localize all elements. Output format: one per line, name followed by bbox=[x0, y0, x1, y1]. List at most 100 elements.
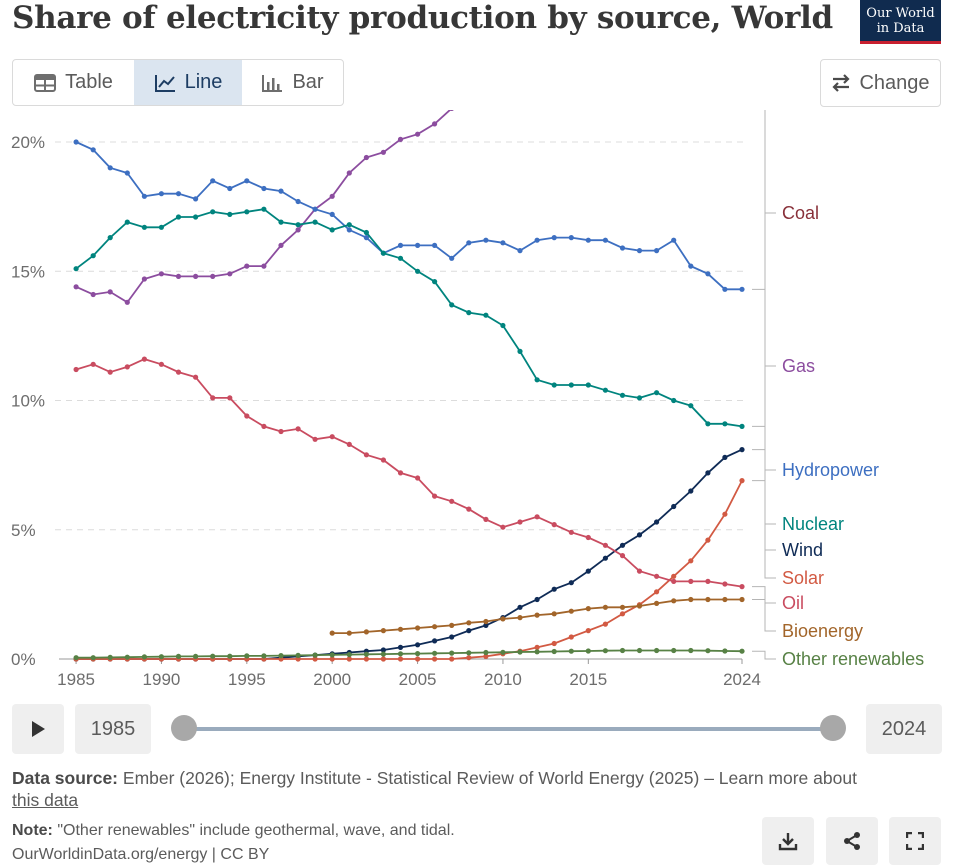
bar-chart-icon bbox=[262, 74, 283, 92]
data-point bbox=[312, 656, 318, 662]
share-icon bbox=[844, 832, 860, 850]
series-label: Wind bbox=[782, 540, 823, 560]
data-point bbox=[107, 235, 113, 241]
data-point bbox=[397, 656, 404, 662]
data-point bbox=[432, 656, 438, 662]
download-button[interactable] bbox=[762, 817, 814, 865]
data-point bbox=[346, 227, 352, 233]
data-source: Data source: Ember (2026); Energy Instit… bbox=[12, 767, 942, 811]
series-line-solar bbox=[76, 480, 743, 660]
data-point bbox=[175, 191, 182, 197]
credit-line[interactable]: OurWorldinData.org/energy | CC BY bbox=[12, 846, 270, 863]
data-point bbox=[449, 634, 455, 640]
data-point bbox=[636, 248, 643, 254]
series-line-hydropower bbox=[75, 141, 742, 291]
data-point bbox=[500, 649, 506, 655]
timeline-end-year[interactable]: 2024 bbox=[866, 704, 942, 754]
data-point bbox=[500, 616, 506, 622]
data-point bbox=[585, 568, 591, 574]
data-point bbox=[380, 656, 386, 662]
data-point bbox=[449, 498, 455, 504]
data-point bbox=[124, 170, 130, 176]
tab-bar-label: Bar bbox=[292, 71, 324, 93]
data-point bbox=[551, 648, 557, 655]
data-point bbox=[141, 654, 147, 660]
data-point bbox=[654, 248, 660, 254]
data-point bbox=[517, 348, 523, 354]
data-point bbox=[688, 403, 694, 409]
timeline-start-handle[interactable] bbox=[171, 715, 197, 741]
data-point bbox=[722, 421, 728, 427]
data-point bbox=[415, 242, 421, 248]
data-point bbox=[585, 628, 591, 634]
change-button[interactable]: Change bbox=[820, 59, 941, 107]
page-title: Share of electricity production by sourc… bbox=[12, 0, 833, 36]
data-point bbox=[466, 310, 472, 316]
y-tick-label: 10% bbox=[11, 392, 45, 411]
timeline-start-year[interactable]: 1985 bbox=[75, 704, 151, 754]
tab-bar[interactable]: Bar bbox=[242, 60, 343, 105]
data-point bbox=[722, 581, 728, 587]
data-point bbox=[124, 299, 130, 305]
data-point bbox=[688, 558, 694, 564]
tab-table-label: Table bbox=[65, 71, 113, 93]
data-point bbox=[415, 268, 421, 274]
data-point bbox=[158, 361, 164, 367]
data-point bbox=[466, 240, 472, 246]
data-point bbox=[568, 634, 574, 640]
share-button[interactable] bbox=[826, 817, 878, 865]
data-point bbox=[517, 248, 523, 254]
data-point bbox=[671, 578, 677, 584]
data-point bbox=[415, 475, 421, 481]
data-point bbox=[346, 656, 352, 662]
data-point bbox=[466, 506, 472, 512]
data-point bbox=[466, 650, 472, 656]
data-point bbox=[449, 656, 455, 662]
data-point bbox=[654, 390, 660, 396]
note: Note: "Other renewables" include geother… bbox=[12, 822, 455, 840]
data-point bbox=[534, 644, 540, 651]
data-point bbox=[432, 638, 438, 644]
data-point bbox=[227, 211, 233, 217]
data-point bbox=[619, 245, 626, 251]
label-connector bbox=[752, 288, 776, 471]
data-point bbox=[739, 596, 745, 603]
data-point bbox=[261, 206, 267, 212]
data-point bbox=[449, 110, 454, 111]
change-button-label: Change bbox=[859, 71, 930, 94]
fullscreen-button[interactable] bbox=[889, 817, 941, 865]
data-point bbox=[227, 653, 233, 659]
learn-more-link[interactable]: this data bbox=[12, 790, 79, 810]
timeline-track[interactable] bbox=[184, 727, 832, 731]
data-point bbox=[619, 604, 626, 610]
owid-logo[interactable]: Our World in Data bbox=[860, 0, 941, 44]
data-point bbox=[449, 622, 455, 629]
x-tick-label: 2000 bbox=[313, 670, 351, 689]
y-tick-label: 5% bbox=[11, 521, 36, 540]
data-point bbox=[295, 222, 301, 228]
data-point bbox=[551, 235, 557, 241]
data-point bbox=[705, 421, 711, 427]
tab-table[interactable]: Table bbox=[13, 60, 134, 105]
data-point bbox=[363, 235, 369, 241]
data-point bbox=[107, 654, 113, 661]
data-point bbox=[739, 584, 745, 590]
table-icon bbox=[34, 73, 57, 92]
data-point bbox=[415, 625, 421, 631]
line-chart: 0%5%10%15%20%25%30%35%40%198519901995200… bbox=[11, 110, 924, 689]
x-tick-label: 1985 bbox=[57, 670, 95, 689]
data-point bbox=[73, 655, 79, 661]
data-point bbox=[568, 235, 574, 241]
tab-line[interactable]: Line bbox=[134, 60, 242, 105]
data-point bbox=[602, 648, 609, 654]
data-point bbox=[705, 596, 711, 603]
data-point bbox=[158, 271, 164, 277]
play-button[interactable] bbox=[12, 704, 64, 754]
data-point bbox=[380, 628, 386, 634]
data-point bbox=[636, 603, 643, 609]
timeline-end-handle[interactable] bbox=[820, 715, 846, 741]
x-tick-label: 2010 bbox=[484, 670, 522, 689]
data-point bbox=[483, 653, 489, 660]
data-point bbox=[90, 291, 96, 298]
data-point bbox=[619, 553, 626, 559]
